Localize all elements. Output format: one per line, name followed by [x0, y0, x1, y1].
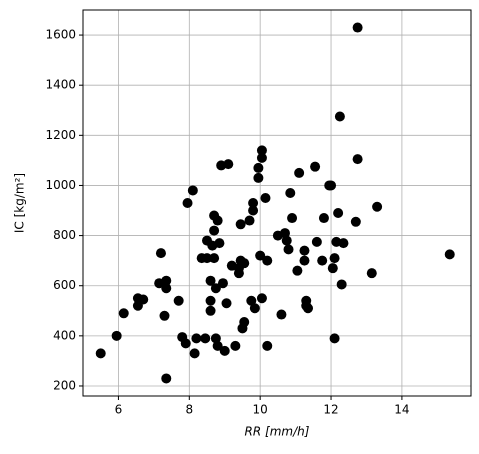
point: [244, 215, 255, 226]
point: [326, 180, 337, 191]
x-tick-label: 14: [394, 403, 409, 417]
point: [180, 338, 191, 349]
point: [255, 250, 266, 261]
point: [246, 295, 257, 306]
y-tick-label: 600: [53, 278, 76, 292]
point: [155, 248, 166, 259]
point: [219, 345, 230, 356]
point: [210, 283, 221, 294]
point: [187, 185, 198, 196]
point: [239, 258, 250, 269]
point: [210, 333, 221, 344]
x-axis-label: RR [mm/h]: [245, 425, 310, 439]
point: [212, 215, 223, 226]
point: [327, 263, 338, 274]
point: [285, 187, 296, 198]
point: [299, 245, 310, 256]
point: [239, 317, 250, 328]
point: [333, 208, 344, 219]
point: [256, 145, 267, 156]
point: [191, 333, 202, 344]
x-tick-label: 12: [323, 403, 338, 417]
point: [260, 192, 271, 203]
point: [350, 216, 361, 227]
point: [311, 236, 322, 247]
point: [256, 293, 267, 304]
point: [262, 255, 273, 266]
point: [200, 333, 211, 344]
point: [253, 172, 264, 183]
point: [318, 213, 329, 224]
point: [352, 22, 363, 33]
point: [209, 253, 220, 264]
point: [161, 275, 172, 286]
point: [159, 310, 170, 321]
y-tick-label: 400: [53, 328, 76, 342]
y-tick-label: 800: [53, 228, 76, 242]
point: [338, 238, 349, 249]
y-tick-label: 200: [53, 378, 76, 392]
point: [279, 228, 290, 239]
y-tick-label: 1600: [45, 28, 76, 42]
point: [230, 340, 241, 351]
point: [317, 255, 328, 266]
point: [276, 309, 287, 320]
point: [212, 340, 223, 351]
point: [214, 238, 225, 249]
point: [161, 283, 172, 294]
point: [209, 225, 220, 236]
point: [249, 303, 260, 314]
point: [205, 305, 216, 316]
point: [281, 235, 292, 246]
point: [294, 167, 305, 178]
point: [217, 278, 228, 289]
point: [334, 111, 345, 122]
point: [223, 159, 234, 170]
point: [202, 253, 213, 264]
point: [366, 268, 377, 279]
point: [292, 265, 303, 276]
point: [221, 298, 232, 309]
point: [205, 295, 216, 306]
point: [372, 201, 383, 212]
point: [182, 198, 193, 208]
point: [352, 154, 363, 165]
point: [310, 161, 321, 172]
point: [336, 279, 347, 290]
point: [118, 308, 129, 319]
point: [299, 255, 310, 266]
point: [444, 249, 455, 260]
y-tick-label: 1000: [45, 178, 76, 192]
point: [138, 294, 149, 305]
point: [256, 152, 267, 163]
point: [248, 198, 259, 208]
x-tick-label: 6: [115, 403, 123, 417]
y-tick-label: 1400: [45, 78, 76, 92]
point: [329, 333, 340, 344]
point: [189, 348, 200, 359]
point: [161, 373, 172, 384]
point: [301, 295, 312, 306]
plot-frame: [82, 9, 472, 397]
point: [205, 275, 216, 286]
point: [283, 244, 294, 255]
point: [262, 340, 273, 351]
point: [253, 162, 264, 173]
x-tick-label: 10: [253, 403, 268, 417]
point: [303, 303, 314, 314]
point: [287, 213, 298, 224]
y-tick-label: 1200: [45, 128, 76, 142]
point: [111, 330, 122, 341]
point: [173, 295, 184, 306]
y-axis-label: IC [kg/m²]: [13, 173, 27, 233]
x-tick-label: 8: [185, 403, 193, 417]
point: [329, 253, 340, 264]
point: [248, 205, 259, 216]
point: [95, 348, 106, 359]
point: [235, 219, 246, 230]
